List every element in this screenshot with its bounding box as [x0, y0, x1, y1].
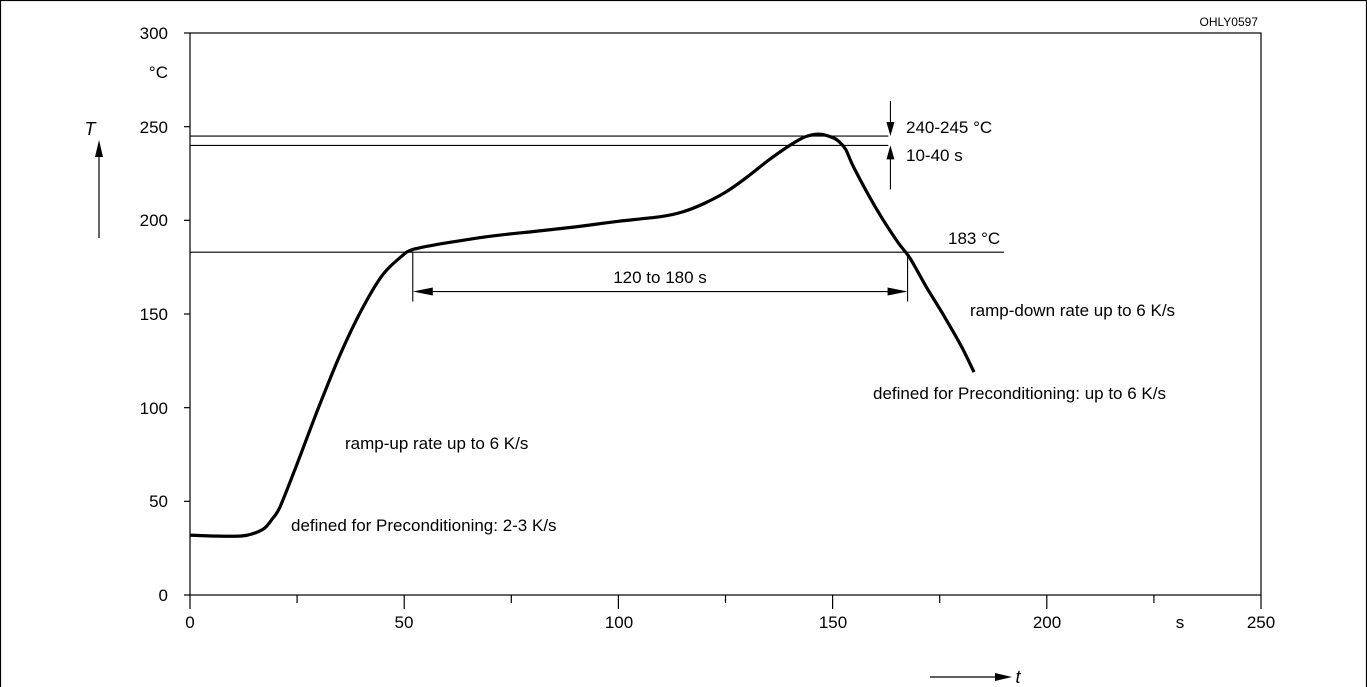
range-bottom-arrowhead: [886, 145, 895, 160]
range-top-arrowhead: [886, 122, 895, 137]
ramp-down-label: ramp-down rate up to 6 K/s: [970, 301, 1175, 320]
span-arrowhead-left: [412, 287, 433, 296]
x-axis-arrowhead: [995, 673, 1012, 681]
ramp-up-precondition-label: defined for Preconditioning: 2-3 K/s: [291, 516, 557, 535]
liquidus-temperature-label: 183 °C: [948, 229, 1000, 248]
x-tick-label-0: 0: [185, 613, 194, 632]
ticks: [184, 32, 1262, 609]
x-unit-label: s: [1176, 613, 1185, 632]
y-tick-label-250: 250: [140, 118, 168, 137]
y-tick-label-150: 150: [140, 305, 168, 324]
span-arrowhead-right: [887, 287, 908, 296]
x-tick-label-50: 50: [395, 613, 414, 632]
peak-temperature-label: 240-245 °C: [906, 118, 992, 137]
y-tick-label-50: 50: [149, 492, 168, 511]
x-tick-label-200: 200: [1033, 613, 1061, 632]
ramp-up-label: ramp-up rate up to 6 K/s: [345, 434, 528, 453]
y-tick-label-0: 0: [159, 586, 168, 605]
span-label: 120 to 180 s: [613, 268, 707, 287]
temperature-profile-line: [189, 132, 976, 538]
duration-span-marker: [412, 252, 909, 302]
y-unit-label: °C: [149, 63, 168, 82]
y-tick-label-300: 300: [140, 24, 168, 43]
x-tick-label-100: 100: [605, 613, 633, 632]
x-tick-label-250: 250: [1247, 613, 1275, 632]
reference-lines: [190, 135, 1004, 253]
ramp-down-precondition-label: defined for Preconditioning: up to 6 K/s: [873, 384, 1166, 403]
figure-code: OHLY0597: [1200, 15, 1259, 29]
peak-time-label: 10-40 s: [906, 146, 963, 165]
y-tick-label-100: 100: [140, 399, 168, 418]
x-tick-label-150: 150: [819, 613, 847, 632]
y-axis-variable: T: [85, 119, 98, 139]
y-axis-arrowhead: [95, 140, 103, 157]
x-axis-variable: t: [1015, 667, 1021, 687]
peak-range-marker: [886, 101, 895, 190]
y-tick-label-200: 200: [140, 211, 168, 230]
